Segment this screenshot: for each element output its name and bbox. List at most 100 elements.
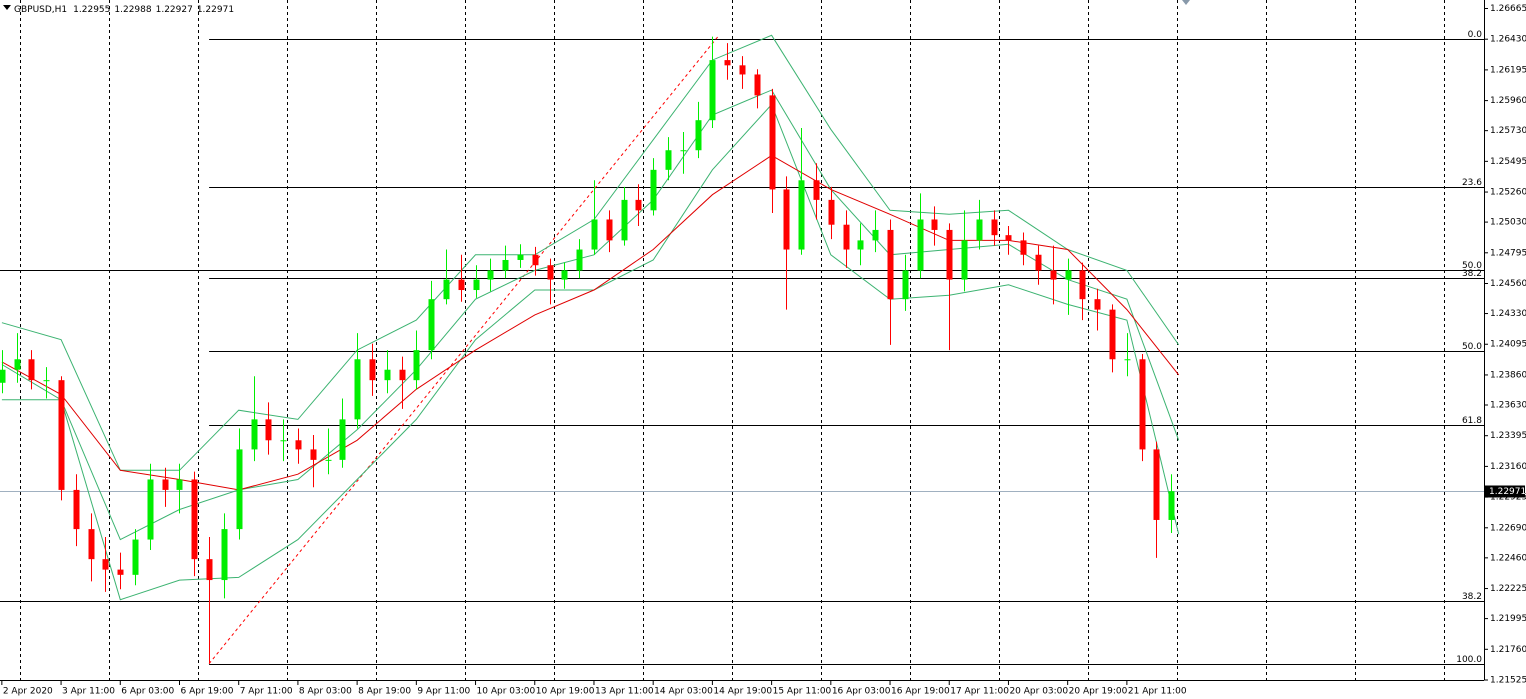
candle-body	[1050, 270, 1057, 280]
candle-body	[976, 219, 983, 241]
header-high: 1.22988	[114, 5, 151, 15]
y-tick-label: 1.24330	[1490, 309, 1526, 319]
x-tick-label: 13 Apr 11:00	[595, 687, 654, 697]
candle-body	[1079, 270, 1086, 300]
trend-line	[208, 36, 719, 664]
candle-body	[295, 440, 302, 450]
fib-label: 23.6	[1462, 178, 1482, 188]
y-tick-label: 1.25495	[1490, 157, 1526, 167]
candle-body	[280, 440, 287, 442]
x-tick-label: 20 Apr 19:00	[1069, 687, 1128, 697]
candle-body	[473, 279, 480, 291]
candle-body	[428, 299, 435, 351]
candle-body	[561, 270, 568, 280]
y-tick-label: 1.23860	[1490, 370, 1526, 380]
fib-label: 38.2	[1462, 592, 1482, 602]
candle-body	[946, 229, 953, 280]
candle-body	[798, 180, 805, 250]
fib-label: 38.2	[1462, 269, 1482, 279]
x-tick-label: 16 Apr 19:00	[891, 687, 950, 697]
x-tick-label: 21 Apr 11:00	[1128, 687, 1187, 697]
candle-body	[576, 249, 583, 271]
x-tick-label: 6 Apr 19:00	[180, 687, 233, 697]
x-tick-label: 17 Apr 11:00	[950, 687, 1009, 697]
x-tick-label: 8 Apr 03:00	[299, 687, 352, 697]
x-tick-label: 8 Apr 19:00	[358, 687, 411, 697]
candle-body	[265, 419, 272, 441]
candle-body	[769, 95, 776, 190]
candle-body	[635, 199, 642, 211]
candle-body	[162, 479, 169, 490]
candle-body	[176, 479, 183, 490]
x-tick-label: 15 Apr 11:00	[773, 687, 832, 697]
candle-body	[665, 150, 672, 170]
candle-body	[88, 529, 95, 560]
shift-marker	[1182, 0, 1190, 5]
indicator-line	[1, 154, 1180, 491]
x-tick-label: 3 Apr 11:00	[62, 687, 115, 697]
candle-body	[591, 219, 598, 250]
y-tick-label: 1.25260	[1490, 188, 1526, 198]
y-tick-label: 1.24095	[1490, 340, 1526, 350]
candle-body	[1005, 235, 1012, 241]
chart-header: GBPUSD,H1 1.22955 1.22988 1.22927 1.22971	[14, 5, 234, 15]
candle-body	[724, 60, 731, 66]
candle-body	[339, 419, 346, 460]
header-open: 1.22955	[73, 5, 110, 15]
y-tick-label: 1.22225	[1490, 584, 1526, 594]
candle-body	[236, 449, 243, 530]
candle-body	[739, 65, 746, 75]
candle-body	[191, 479, 198, 560]
candle-body	[487, 270, 494, 280]
candle-body	[754, 74, 761, 96]
candle-body	[58, 380, 65, 490]
candle-body	[443, 279, 450, 300]
candle-body	[102, 559, 109, 570]
candle-body	[680, 150, 687, 152]
candle-body	[251, 419, 258, 450]
fib-label: 0.0	[1468, 30, 1483, 40]
candle-body	[650, 169, 657, 211]
candle-body	[310, 449, 317, 460]
candle-body	[917, 219, 924, 271]
candle-body	[28, 359, 35, 381]
candle-body	[73, 489, 80, 530]
candle-body	[695, 120, 702, 151]
indicator-line	[1, 89, 1180, 541]
x-tick-label: 20 Apr 03:00	[1009, 687, 1068, 697]
day-separators	[0, 0, 1484, 680]
y-tick-label: 1.23630	[1490, 400, 1526, 410]
candle-body	[887, 229, 894, 300]
x-tick-label: 2 Apr 2020	[3, 687, 53, 697]
candle-body	[132, 539, 139, 575]
candle-body	[813, 180, 820, 200]
candle-body	[413, 350, 420, 381]
y-tick-label: 1.24795	[1490, 248, 1526, 258]
candle-body	[1094, 299, 1101, 310]
y-tick-label: 1.21760	[1490, 645, 1526, 655]
candle-body	[1020, 240, 1027, 255]
candle-body	[606, 219, 613, 241]
y-tick-label: 1.23395	[1490, 431, 1526, 441]
candle-body	[857, 240, 864, 250]
candle-body	[828, 199, 835, 225]
fib-label: 100.0	[1456, 655, 1482, 665]
fib-label: 50.0	[1462, 342, 1482, 352]
candle-body	[532, 254, 539, 266]
candle-body	[547, 265, 554, 280]
candle-body	[221, 529, 228, 581]
candle-body	[1168, 491, 1175, 520]
header-icon	[3, 5, 11, 10]
y-tick-label: 1.23160	[1490, 462, 1526, 472]
x-tick-label: 6 Apr 03:00	[121, 687, 174, 697]
candle-body	[206, 559, 213, 581]
y-tick-label: 1.25730	[1490, 126, 1526, 136]
y-tick-label: 1.22460	[1490, 553, 1526, 563]
candle-body	[931, 219, 938, 230]
y-tick-label: 1.21995	[1490, 614, 1526, 624]
fib-label: 50.0	[1462, 261, 1482, 271]
header-close: 1.22971	[197, 5, 234, 15]
y-tick-label: 1.26665	[1490, 4, 1526, 14]
